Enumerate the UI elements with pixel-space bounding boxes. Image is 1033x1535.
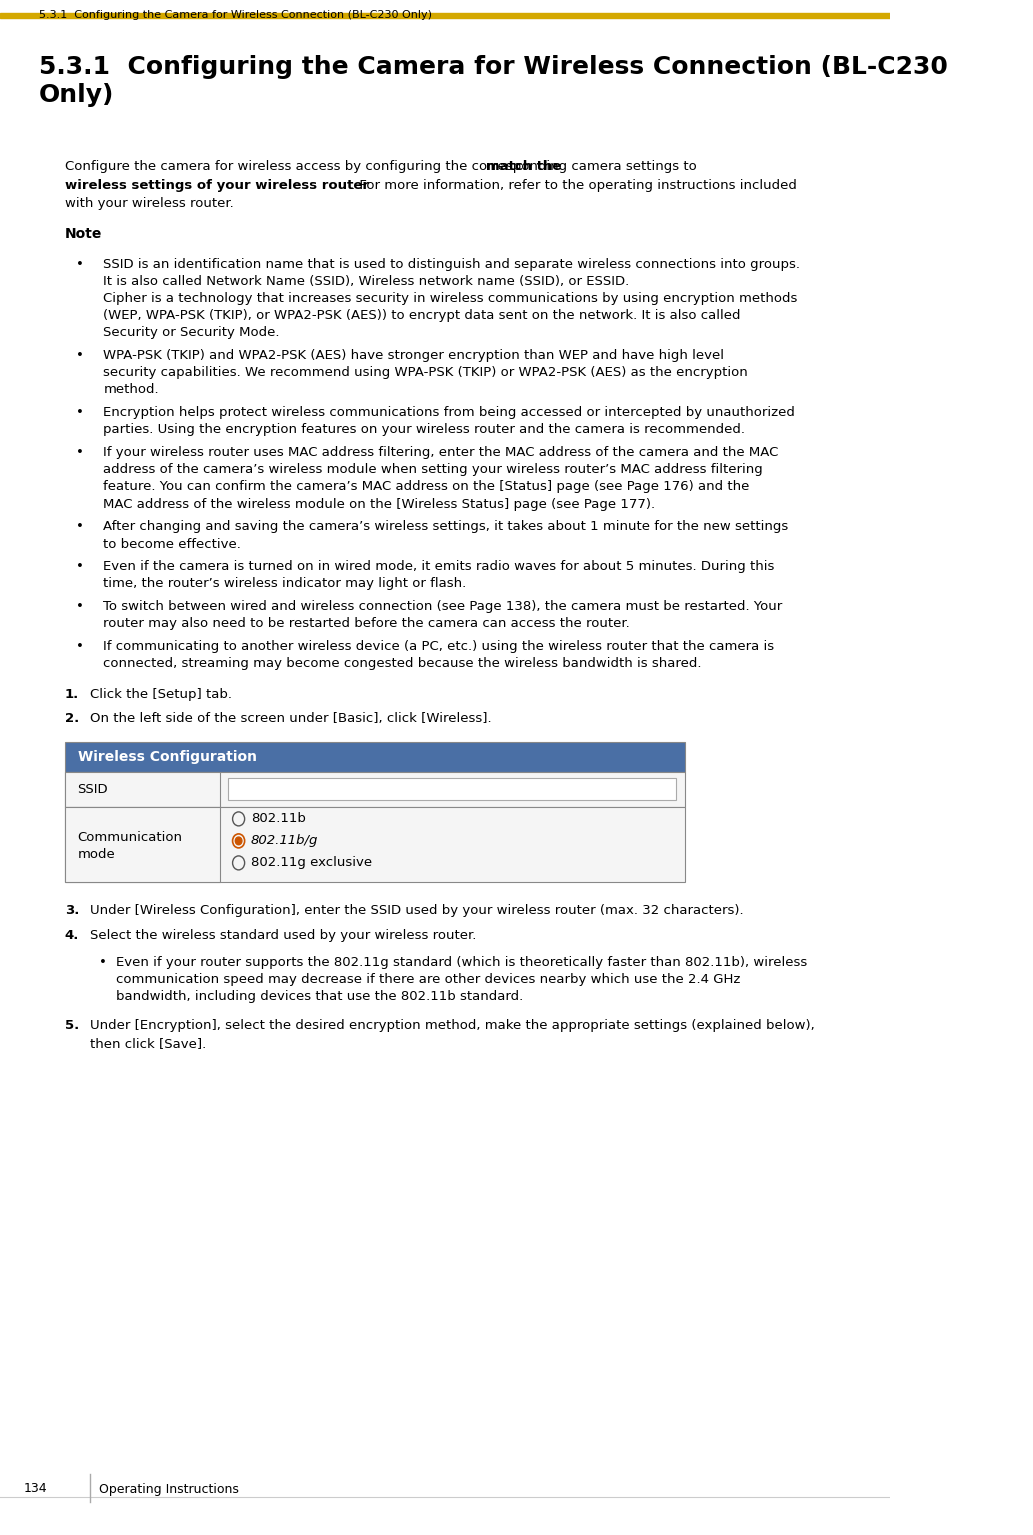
Bar (65, 772, 220, 807)
Text: Security or Security Mode.: Security or Security Mode. (103, 327, 280, 339)
Text: 4.: 4. (65, 929, 79, 942)
Text: Click the [Setup] tab.: Click the [Setup] tab. (91, 688, 232, 701)
Text: Wireless Configuration: Wireless Configuration (77, 751, 256, 764)
Text: On the left side of the screen under [Basic], click [Wireless].: On the left side of the screen under [Ba… (91, 712, 492, 725)
Text: time, the router’s wireless indicator may light or flash.: time, the router’s wireless indicator ma… (103, 577, 467, 591)
Text: with your wireless router.: with your wireless router. (65, 196, 233, 210)
Text: •: • (75, 640, 84, 652)
Text: match the: match the (65, 160, 561, 173)
Text: To switch between wired and wireless connection (see Page 138), the camera must : To switch between wired and wireless con… (103, 600, 783, 612)
Text: wireless settings of your wireless router: wireless settings of your wireless route… (65, 178, 369, 192)
Text: 1.: 1. (65, 688, 79, 701)
Text: Even if the camera is turned on in wired mode, it emits radio waves for about 5 : Even if the camera is turned on in wired… (103, 560, 775, 573)
Text: . For more information, refer to the operating instructions included: . For more information, refer to the ope… (350, 178, 796, 192)
Text: 3.: 3. (65, 904, 79, 916)
Text: WPA-PSK (TKIP) and WPA2-PSK (AES) have stronger encryption than WEP and have hig: WPA-PSK (TKIP) and WPA2-PSK (AES) have s… (103, 348, 724, 362)
Bar (0, 12, 889, 18)
Text: security capabilities. We recommend using WPA-PSK (TKIP) or WPA2-PSK (AES) as th: security capabilities. We recommend usin… (103, 367, 748, 379)
Text: Under [Encryption], select the desired encryption method, make the appropriate s: Under [Encryption], select the desired e… (91, 1019, 815, 1033)
Text: Note: Note (65, 227, 102, 241)
Text: •: • (75, 407, 84, 419)
Text: method.: method. (103, 384, 159, 396)
Text: 802.11b: 802.11b (251, 812, 306, 826)
Text: router may also need to be restarted before the camera can access the router.: router may also need to be restarted bef… (103, 617, 630, 631)
Text: •: • (75, 258, 84, 270)
Text: •: • (75, 447, 84, 459)
Text: 802.11b/g: 802.11b/g (251, 835, 318, 847)
Text: address of the camera’s wireless module when setting your wireless router’s MAC : address of the camera’s wireless module … (103, 464, 763, 476)
Text: MAC address of the wireless module on the [Wireless Status] page (see Page 177).: MAC address of the wireless module on th… (103, 497, 656, 511)
Text: 2.: 2. (65, 712, 79, 725)
Text: Under [Wireless Configuration], enter the SSID used by your wireless router (max: Under [Wireless Configuration], enter th… (91, 904, 744, 916)
Text: After changing and saving the camera’s wireless settings, it takes about 1 minut: After changing and saving the camera’s w… (103, 520, 788, 533)
Text: Configure the camera for wireless access by configuring the corresponding camera: Configure the camera for wireless access… (65, 160, 700, 173)
Text: Encryption helps protect wireless communications from being accessed or intercep: Encryption helps protect wireless commun… (103, 407, 795, 419)
Text: Cipher is a technology that increases security in wireless communications by usi: Cipher is a technology that increases se… (103, 292, 797, 305)
Text: SSID: SSID (77, 783, 108, 797)
Text: Operating Instructions: Operating Instructions (99, 1483, 239, 1495)
Text: •: • (75, 348, 84, 362)
Text: Communication
mode: Communication mode (77, 832, 183, 861)
Text: bandwidth, including devices that use the 802.11b standard.: bandwidth, including devices that use th… (117, 990, 524, 1004)
Bar (65, 807, 220, 883)
Circle shape (236, 837, 242, 844)
Text: Select the wireless standard used by your wireless router.: Select the wireless standard used by you… (91, 929, 477, 942)
Text: parties. Using the encryption features on your wireless router and the camera is: parties. Using the encryption features o… (103, 424, 746, 436)
Text: connected, streaming may become congested because the wireless bandwidth is shar: connected, streaming may become congeste… (103, 657, 701, 671)
Bar (228, 778, 677, 800)
Text: •: • (75, 520, 84, 533)
Text: If your wireless router uses MAC address filtering, enter the MAC address of the: If your wireless router uses MAC address… (103, 447, 779, 459)
Text: 802.11g exclusive: 802.11g exclusive (251, 857, 372, 869)
Text: If communicating to another wireless device (a PC, etc.) using the wireless rout: If communicating to another wireless dev… (103, 640, 775, 652)
Text: It is also called Network Name (SSID), Wireless network name (SSID), or ESSID.: It is also called Network Name (SSID), W… (103, 275, 630, 287)
Text: 5.3.1  Configuring the Camera for Wireless Connection (BL-C230
Only): 5.3.1 Configuring the Camera for Wireles… (39, 55, 947, 107)
Text: •: • (75, 600, 84, 612)
Text: feature. You can confirm the camera’s MAC address on the [Status] page (see Page: feature. You can confirm the camera’s MA… (103, 480, 750, 493)
Text: •: • (99, 956, 107, 969)
Text: communication speed may decrease if there are other devices nearby which use the: communication speed may decrease if ther… (117, 973, 741, 985)
Text: •: • (75, 560, 84, 573)
Text: Even if your router supports the 802.11g standard (which is theoretically faster: Even if your router supports the 802.11g… (117, 956, 808, 969)
Text: 134: 134 (24, 1483, 48, 1495)
Text: then click [Save].: then click [Save]. (91, 1036, 207, 1050)
Text: 5.: 5. (65, 1019, 79, 1033)
Text: to become effective.: to become effective. (103, 537, 242, 551)
Bar (65, 807, 685, 883)
Text: 5.3.1  Configuring the Camera for Wireless Connection (BL-C230 Only): 5.3.1 Configuring the Camera for Wireles… (39, 11, 432, 20)
Bar (65, 741, 685, 772)
Text: (WEP, WPA-PSK (TKIP), or WPA2-PSK (AES)) to encrypt data sent on the network. It: (WEP, WPA-PSK (TKIP), or WPA2-PSK (AES))… (103, 309, 741, 322)
Bar (65, 772, 685, 807)
Text: SSID is an identification name that is used to distinguish and separate wireless: SSID is an identification name that is u… (103, 258, 801, 270)
